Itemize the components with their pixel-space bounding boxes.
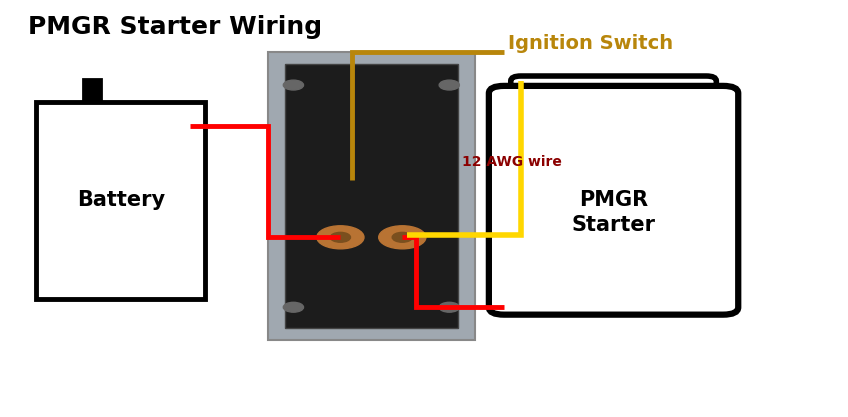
Circle shape xyxy=(330,232,350,242)
Bar xyxy=(268,52,475,340)
Circle shape xyxy=(439,80,460,90)
Text: PMGR Starter Wiring: PMGR Starter Wiring xyxy=(28,15,322,39)
Text: PMGR
Starter: PMGR Starter xyxy=(572,190,656,235)
Circle shape xyxy=(379,226,426,249)
Text: Battery: Battery xyxy=(76,190,165,210)
Text: Ignition Switch: Ignition Switch xyxy=(508,35,673,53)
Circle shape xyxy=(392,232,412,242)
Circle shape xyxy=(317,226,364,249)
Bar xyxy=(36,101,205,299)
Circle shape xyxy=(283,302,304,312)
Bar xyxy=(83,79,102,101)
FancyBboxPatch shape xyxy=(488,86,739,315)
FancyBboxPatch shape xyxy=(510,76,717,139)
Circle shape xyxy=(439,302,460,312)
Circle shape xyxy=(283,80,304,90)
Text: 12 AWG wire: 12 AWG wire xyxy=(462,156,561,169)
Bar xyxy=(285,65,458,328)
